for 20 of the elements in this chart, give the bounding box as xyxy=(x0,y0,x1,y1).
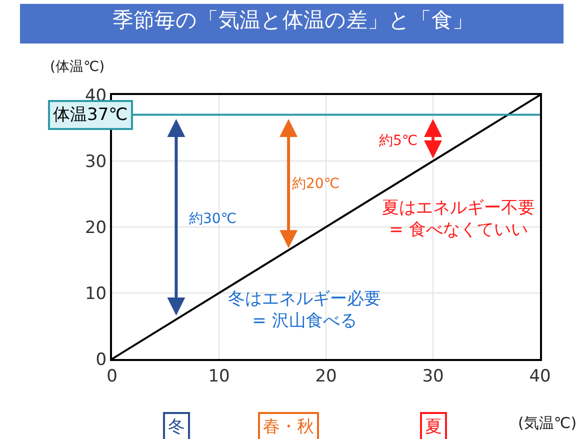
x-tick-label: 30 xyxy=(422,366,444,386)
y-axis-title: (体温℃) xyxy=(50,59,105,75)
x-tick-label: 10 xyxy=(208,366,230,386)
annotation: 約20℃ xyxy=(292,176,340,192)
y-tick-label: 20 xyxy=(84,218,107,238)
annotation: 夏はエネルギー不要 = 食べなくていい xyxy=(382,198,535,240)
annotation: 約5℃ xyxy=(379,133,418,149)
y-tick-label: 0 xyxy=(96,350,107,370)
annotation: 約30℃ xyxy=(189,211,237,227)
x-tick-label: 40 xyxy=(529,366,551,386)
x-tick-label: 20 xyxy=(315,366,337,386)
chart-title: 季節毎の「気温と体温の差」と「食」 xyxy=(112,8,474,32)
x-axis-title: (気温℃) xyxy=(518,414,577,432)
y-tick-label: 10 xyxy=(84,284,107,304)
annotation: 冬はエネルギー必要 = 沢山食べる xyxy=(228,289,381,332)
ref-line-label: 体温37℃ xyxy=(53,105,128,125)
text: 春・秋 xyxy=(263,417,314,437)
text: 冬 xyxy=(168,417,185,437)
y-tick-label: 30 xyxy=(84,152,107,172)
text: 夏 xyxy=(425,417,442,437)
